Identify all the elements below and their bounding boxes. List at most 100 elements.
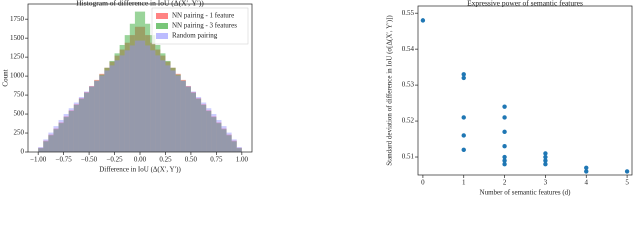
histogram-bar <box>68 108 74 152</box>
y-tick-label: 1000 <box>10 72 25 80</box>
scatter-point <box>543 162 548 167</box>
histogram-bar <box>129 45 135 152</box>
histogram-bar <box>231 140 237 152</box>
histogram-bar <box>114 55 120 152</box>
histogram-bar <box>180 80 186 152</box>
histogram-bar <box>236 148 242 152</box>
histogram-bar <box>99 73 105 152</box>
histogram-bar <box>175 73 181 152</box>
histogram-bar <box>124 50 130 152</box>
y-tick-label: 1750 <box>10 15 25 23</box>
histogram-bar <box>99 75 105 152</box>
histogram-bar <box>63 113 69 152</box>
histogram-bar <box>38 147 44 152</box>
scatter-point <box>461 115 466 120</box>
figure: Histogram of difference in IoU (Δ(X′, Y′… <box>2 0 633 197</box>
scatter-point <box>461 147 466 153</box>
scatter-point <box>543 158 548 163</box>
x-tick-label: −0.75 <box>56 156 73 164</box>
histogram-bar <box>140 26 146 153</box>
x-tick-label: 0 <box>421 179 425 187</box>
histogram-bar <box>170 70 176 152</box>
histogram-bar <box>175 74 181 152</box>
histogram-bar <box>119 49 125 152</box>
histogram-bar <box>78 96 84 152</box>
scatter-point <box>502 115 507 120</box>
histogram-bar <box>190 92 196 152</box>
histogram-bar <box>160 60 166 152</box>
histogram-bar <box>114 53 120 153</box>
histogram-bar <box>155 49 161 152</box>
histogram-bar <box>99 74 105 152</box>
legend-label: Random pairing <box>172 32 218 40</box>
histogram-bar <box>216 119 222 152</box>
histogram-bar <box>165 65 171 152</box>
legend-swatch <box>156 23 168 29</box>
scatter-point <box>543 154 548 160</box>
histogram-bar <box>84 92 90 152</box>
histogram-bar <box>206 110 212 152</box>
histogram-bar <box>89 86 95 152</box>
x-tick-label: 0.25 <box>159 156 172 164</box>
x-tick-label: 0.50 <box>185 156 198 164</box>
histogram-bar <box>124 35 130 152</box>
histogram-bar <box>84 91 90 152</box>
histogram-bar <box>109 61 115 152</box>
histogram-bar <box>150 35 156 152</box>
histogram-bar <box>114 60 120 152</box>
histogram-bar <box>216 122 222 152</box>
scatter-point <box>502 104 507 109</box>
histogram-bar <box>48 134 54 152</box>
histogram-bar <box>221 126 227 152</box>
y-tick-label: 0 <box>21 148 25 156</box>
histogram-bar <box>58 122 64 152</box>
histogram-bar <box>165 60 171 152</box>
histogram-bar <box>43 140 49 152</box>
x-tick-label: −1.00 <box>30 156 47 164</box>
histogram-bar <box>201 102 207 152</box>
x-tick-label: 3 <box>544 179 548 187</box>
page: Histogram of difference in IoU (Δ(X′, Y′… <box>1 0 633 197</box>
histogram-bar <box>160 53 166 153</box>
y-tick-label: 750 <box>14 91 25 99</box>
histogram-bar <box>150 42 156 153</box>
histogram-bar <box>231 141 237 152</box>
y-tick-label: 0.54 <box>402 45 415 53</box>
histogram-bar <box>201 104 207 152</box>
histogram-bar <box>94 80 100 152</box>
histogram-bar <box>84 92 90 152</box>
y-tick-label: 1250 <box>10 53 25 61</box>
histogram-bar <box>73 102 79 152</box>
histogram-bar <box>196 98 202 152</box>
histogram-bar <box>206 111 212 152</box>
histogram-bar <box>38 148 44 152</box>
histogram-bar <box>58 119 64 152</box>
histogram-bar <box>196 96 202 152</box>
x-tick-label: 4 <box>585 179 589 187</box>
histogram-bar <box>185 85 191 152</box>
histogram-bar <box>89 86 95 152</box>
histogram-bar <box>104 67 110 152</box>
histogram-bar <box>226 135 232 152</box>
histogram-bar <box>63 116 69 152</box>
chart-title: Expressive power of semantic features <box>467 0 583 8</box>
histogram-bar <box>145 45 151 152</box>
x-tick-label: 2 <box>503 179 507 187</box>
histogram-bar <box>190 91 196 152</box>
histogram-bar <box>150 50 156 152</box>
scatter-point <box>543 151 548 156</box>
histogram-bar <box>211 117 217 152</box>
x-axis-label: Difference in IoU (Δ(X′, Y′)) <box>99 166 181 174</box>
histogram-bar <box>94 79 100 152</box>
histogram-bar <box>170 67 176 152</box>
scatter-point <box>584 169 589 174</box>
histogram-bar <box>236 147 242 152</box>
histogram-bar <box>124 42 130 153</box>
histogram-bar <box>89 85 95 152</box>
y-tick-label: 0.53 <box>402 81 415 89</box>
scatter-point <box>502 162 507 167</box>
histogram-bar <box>48 132 54 152</box>
histogram-bar <box>134 40 140 152</box>
histogram-bar <box>165 61 171 152</box>
scatter-point <box>461 133 466 138</box>
